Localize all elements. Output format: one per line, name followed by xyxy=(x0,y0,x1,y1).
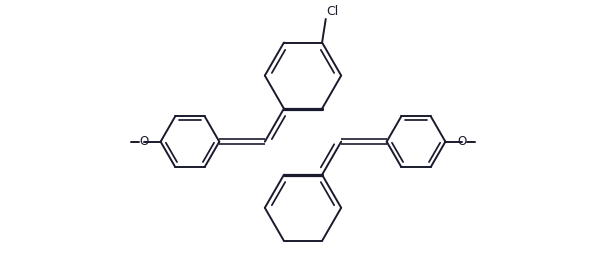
Text: Cl: Cl xyxy=(327,5,339,18)
Text: O: O xyxy=(457,135,466,148)
Text: O: O xyxy=(140,135,149,148)
